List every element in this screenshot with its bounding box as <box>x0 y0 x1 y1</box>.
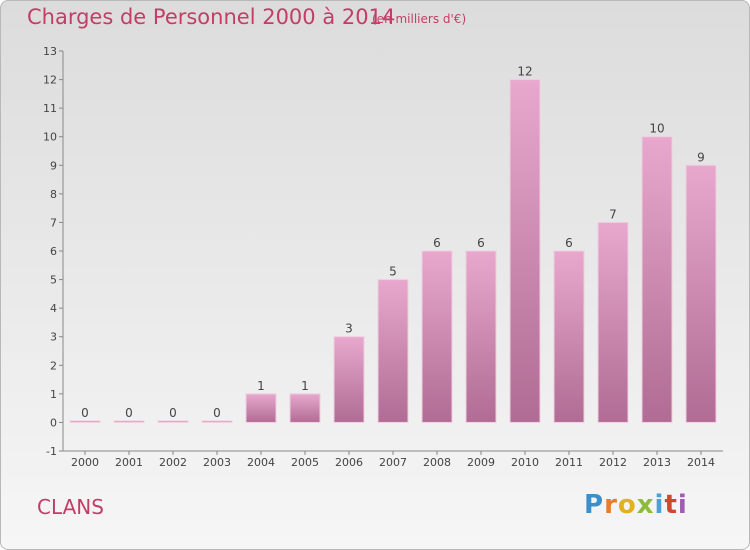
y-tick-label: 9 <box>50 159 57 172</box>
data-label: 6 <box>477 236 485 250</box>
bar <box>421 250 453 423</box>
chart-title: Charges de Personnel 2000 à 2014 <box>27 5 396 29</box>
y-tick-label: 5 <box>50 274 57 287</box>
y-tick-label: 8 <box>50 188 57 201</box>
x-tick-label: 2008 <box>423 456 451 469</box>
y-tick-label: 13 <box>43 45 57 58</box>
x-tick-label: 2003 <box>203 456 231 469</box>
y-tick-label: 10 <box>43 131 57 144</box>
y-tick-label: 7 <box>50 216 57 229</box>
chart-unit: (en milliers d'€) <box>372 12 467 26</box>
bar <box>685 164 717 423</box>
x-tick-label: 2007 <box>379 456 407 469</box>
x-tick-label: 2009 <box>467 456 495 469</box>
data-label: 5 <box>389 265 397 279</box>
x-tick-label: 2001 <box>115 456 143 469</box>
y-tick-label: 12 <box>43 74 57 87</box>
x-tick-label: 2006 <box>335 456 363 469</box>
bar <box>201 420 233 423</box>
x-tick-label: 2014 <box>687 456 715 469</box>
bar <box>69 420 101 423</box>
y-tick-label: 3 <box>50 331 57 344</box>
y-tick-label: 0 <box>50 416 57 429</box>
data-label: 12 <box>517 65 532 79</box>
x-tick-label: 2011 <box>555 456 583 469</box>
x-tick-label: 2000 <box>71 456 99 469</box>
bar <box>641 136 673 423</box>
proxiti-logo[interactable]: Proxiti <box>584 490 688 520</box>
bar <box>157 420 189 423</box>
y-tick-label: 4 <box>50 302 57 315</box>
data-label: 1 <box>301 379 309 393</box>
data-label: 0 <box>169 406 177 420</box>
bar <box>597 221 629 423</box>
bar <box>553 250 585 423</box>
y-tick-label: -1 <box>46 445 57 458</box>
y-tick-label: 6 <box>50 245 57 258</box>
bar <box>509 79 541 423</box>
data-label: 10 <box>649 122 664 136</box>
x-tick-label: 2010 <box>511 456 539 469</box>
data-label: 7 <box>609 207 617 221</box>
bar <box>113 420 145 423</box>
bar <box>333 336 365 423</box>
x-tick-label: 2004 <box>247 456 275 469</box>
data-label: 6 <box>565 236 573 250</box>
data-label: 0 <box>125 406 133 420</box>
x-tick-label: 2013 <box>643 456 671 469</box>
x-tick-label: 2005 <box>291 456 319 469</box>
x-tick-label: 2002 <box>159 456 187 469</box>
data-label: 9 <box>697 150 705 164</box>
bar <box>289 393 321 423</box>
data-label: 6 <box>433 236 441 250</box>
place-name: CLANS <box>37 495 104 519</box>
bar <box>377 279 409 423</box>
data-label: 3 <box>345 322 353 336</box>
y-tick-label: 1 <box>50 388 57 401</box>
bar <box>245 393 277 423</box>
data-label: 0 <box>213 406 221 420</box>
y-tick-label: 2 <box>50 359 57 372</box>
bar <box>465 250 497 423</box>
x-tick-label: 2012 <box>599 456 627 469</box>
data-label: 0 <box>81 406 89 420</box>
y-tick-label: 11 <box>43 102 57 115</box>
data-label: 1 <box>257 379 265 393</box>
